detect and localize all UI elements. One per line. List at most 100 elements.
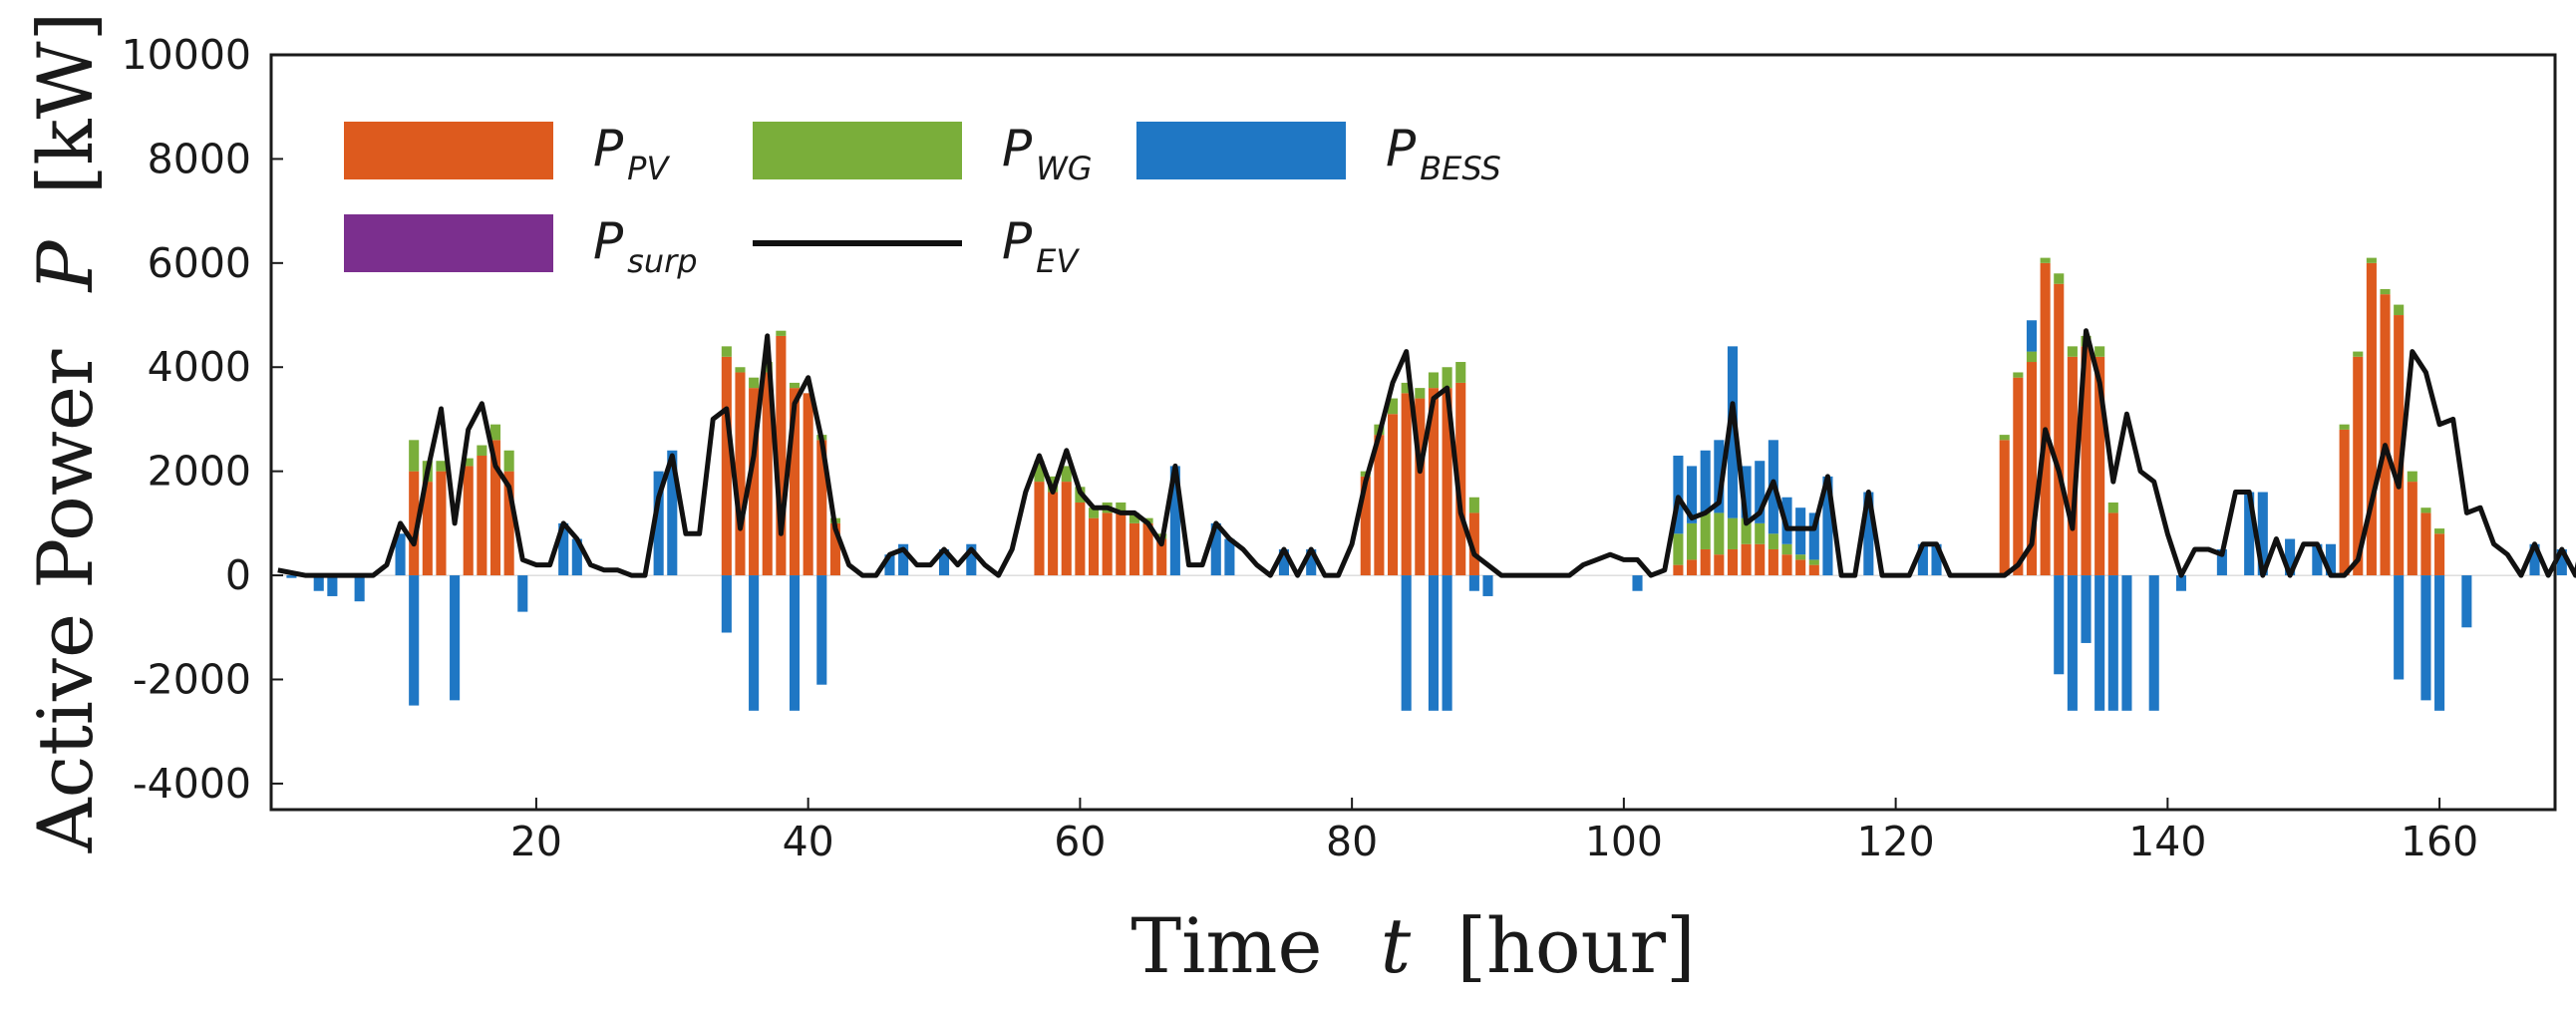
pv-bar: [409, 471, 420, 576]
y-tick-label: 6000: [148, 239, 251, 287]
pv-bar: [1142, 522, 1153, 576]
wg-bar: [1808, 559, 1819, 565]
bess-bar: [2556, 548, 2567, 576]
pv-bar: [1455, 382, 1466, 576]
pv-bar: [2394, 315, 2405, 576]
bess-bar: [2244, 492, 2255, 576]
pv-bar: [1468, 512, 1479, 576]
y-axis-label-var: P: [21, 239, 110, 294]
wg-bar: [1795, 554, 1806, 560]
wg-bar: [1999, 435, 2010, 441]
x-tick-label: 140: [2128, 818, 2206, 865]
x-tick-label: 20: [510, 818, 562, 865]
pv-bar: [1673, 564, 1684, 576]
bess-bar: [395, 533, 406, 576]
wg-bar: [735, 367, 746, 373]
pv-bar: [1442, 388, 1452, 576]
wg-bar: [463, 458, 474, 467]
bess-bar: [2094, 575, 2105, 711]
wg-bar: [2026, 351, 2038, 363]
pv-bar: [1401, 393, 1412, 576]
pv-bar: [735, 372, 746, 576]
x-axis-label-unit: [hour]: [1456, 901, 1695, 990]
bess-bar: [517, 575, 528, 612]
bess-bar: [2325, 543, 2337, 576]
bess-bar: [409, 575, 420, 706]
pv-bar: [2094, 356, 2105, 576]
bess-bar: [898, 543, 909, 576]
wg-bar: [2380, 288, 2391, 295]
ev-line-layer: [277, 328, 2576, 578]
legend-swatch-pv: [344, 122, 553, 179]
pv-bar: [1727, 548, 1739, 576]
pv-bar: [776, 335, 787, 576]
pv-bar: [829, 522, 840, 576]
wg-bar: [2434, 528, 2445, 534]
bess-bar: [1632, 575, 1643, 591]
wg-bar: [2107, 502, 2118, 513]
pv-bar: [1128, 522, 1139, 576]
pv-bar: [1061, 482, 1072, 576]
wg-bar: [721, 346, 732, 357]
bess-bar: [2121, 575, 2132, 711]
bess-bar: [1795, 507, 1806, 555]
wg-bar: [1415, 388, 1426, 399]
wg-bar: [489, 424, 501, 441]
bess-bar: [1687, 466, 1698, 523]
bess-bar: [2054, 575, 2065, 675]
legend-label-wg: P WG: [1002, 120, 1093, 187]
bess-bar: [1863, 492, 1874, 576]
x-axis-label-var: t: [1381, 901, 1412, 990]
wg-bar: [1741, 517, 1752, 544]
wg-bar: [2407, 471, 2417, 483]
wg-bar: [2013, 372, 2024, 378]
ticks-layer: 20 40 60 80 100 120 140 160 -4000 -2000 0 2000 4000 6…: [122, 31, 2479, 865]
wg-bar: [477, 445, 487, 456]
wg-bar: [776, 330, 787, 336]
pv-bar: [2407, 482, 2417, 576]
bess-bar: [938, 548, 950, 576]
pv-bar: [2339, 429, 2350, 576]
pv-bar: [2040, 262, 2051, 576]
pv-bar: [1428, 388, 1440, 576]
wg-bar: [2366, 257, 2377, 263]
pv-bar: [1048, 492, 1059, 576]
bess-bar: [1673, 455, 1684, 534]
bess-bar: [1700, 450, 1711, 513]
bess-bar: [2081, 575, 2092, 643]
y-tick-label: 10000: [122, 31, 251, 79]
wg-bar: [2040, 257, 2051, 263]
bess-bar: [1727, 346, 1739, 518]
bess-bar: [2529, 543, 2540, 576]
wg-bar: [1061, 466, 1072, 483]
wg-bar: [2054, 273, 2065, 284]
y-tick-label: 0: [225, 551, 251, 599]
bess-bar: [2394, 575, 2405, 680]
pv-bar: [2434, 533, 2445, 576]
bess-bar: [653, 471, 664, 576]
bess-bar: [1401, 575, 1412, 711]
wg-bar: [2094, 346, 2105, 357]
bess-bar: [1169, 466, 1180, 576]
plot-frame: [269, 53, 2557, 812]
y-tick-label: 2000: [148, 448, 251, 496]
pv-bar: [2107, 512, 2118, 576]
bess-bar: [1917, 543, 1928, 576]
pv-bar: [1102, 512, 1113, 576]
bess-bar: [450, 575, 461, 701]
pv-bar: [1034, 482, 1045, 576]
pv-bar: [1795, 559, 1806, 576]
bess-bar: [1468, 575, 1479, 591]
x-tick-label: 80: [1326, 818, 1378, 865]
x-tick-label: 60: [1054, 818, 1106, 865]
bess-bar: [2420, 575, 2431, 701]
wg-bar: [409, 440, 420, 472]
bess-bar: [816, 575, 827, 685]
bess-bar: [1741, 466, 1752, 518]
bess-bar: [884, 554, 895, 576]
wg-bar: [1700, 512, 1711, 549]
bess-bar: [966, 543, 977, 576]
bess-bar: [354, 575, 365, 602]
